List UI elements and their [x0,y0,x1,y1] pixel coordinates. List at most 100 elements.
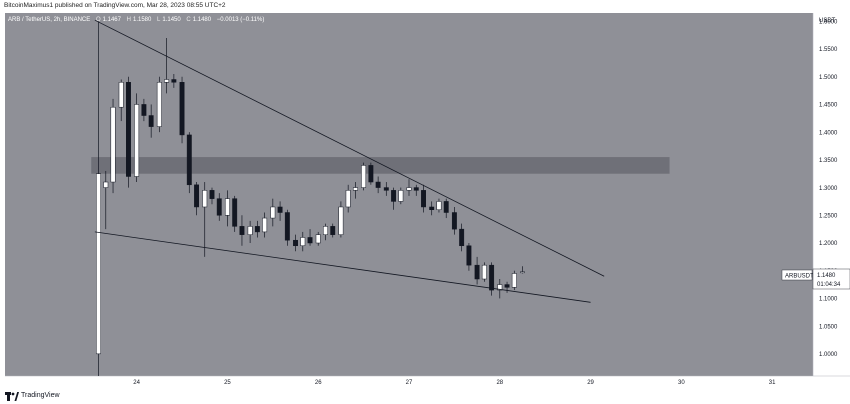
candle-body-down [451,212,457,230]
candle-body-up [497,284,503,291]
candle [413,184,419,196]
candle [186,132,192,194]
candle-body-up [300,237,306,247]
candle-body-up [103,181,109,188]
candle-body-down [466,245,472,266]
candle [330,223,336,238]
candle-body-down [126,82,131,177]
footer: TradingView [0,389,850,404]
candle-body-down [194,184,200,208]
candle-body-down [368,165,374,183]
candle-body-down [171,79,177,83]
candle [156,76,162,133]
candle [300,231,306,252]
candle-body-down [383,187,389,191]
candle [497,279,503,299]
candle [459,223,465,252]
x-tick-label: 27 [406,380,413,386]
candle [232,195,238,232]
candle-body-down [489,264,495,291]
y-tick-label: 1.4500 [819,103,838,109]
candle [262,212,268,238]
candle-body-down [307,237,313,244]
y-tick-label: 1.4000 [819,130,838,136]
candle-body-down [179,82,185,136]
candle [375,176,381,194]
candle-body-down [391,190,397,202]
x-tick-label: 30 [678,380,685,386]
candle [96,21,101,376]
symbol-tag-text: ARBUSDT [785,274,814,280]
price-chart[interactable]: ARB / TetherUS, 2h, BINANCE O 1.1467 H 1.1… [0,13,850,389]
candle-body-down [474,264,480,280]
descending-resistance-line[interactable] [94,19,605,277]
low-value: 1.1450 [162,17,181,23]
descending-support-line[interactable] [94,231,591,303]
published-info: BitcoinMaximus1 published on TradingView… [4,2,226,9]
x-tick-label: 29 [587,380,594,386]
resistance-zone[interactable] [91,157,670,174]
x-tick-label: 25 [224,380,231,386]
currency-label: USDT [819,18,836,24]
candle [126,76,131,188]
candle-body-down [239,226,245,235]
candle-body-up [436,201,442,210]
candle [239,215,245,246]
high-value: 1.1580 [133,17,152,23]
close-label: C [186,17,191,23]
x-tick-label: 28 [496,380,503,386]
candle-body-up [520,271,525,274]
candle [451,206,457,235]
change-value: −0.0013 (−0.11%) [217,17,265,23]
candle-body-down [429,206,435,210]
candle [307,229,313,246]
candle [247,220,253,243]
bar-countdown: 01:04:34 [817,282,841,288]
candle [466,242,472,271]
candle-body-down [413,187,419,191]
y-tick-label: 1.5500 [819,47,838,53]
time-axis[interactable] [5,376,813,389]
candle [202,182,208,257]
candle-body-down [459,228,465,247]
candle-body-up [481,264,487,280]
candle [315,231,321,246]
candle-body-down [421,190,426,208]
candle [338,201,344,238]
candle [421,184,426,213]
candle [383,182,389,196]
candle-body-up [398,190,404,202]
candle-body-down [284,212,290,241]
high-label: H [127,17,131,23]
candle-body-down [330,226,336,235]
candle [141,98,147,122]
y-tick-label: 1.0500 [819,324,838,330]
candle-body-down [148,115,154,127]
candle [323,223,328,241]
last-price-box [812,268,850,290]
candle-body-down [443,201,449,213]
candle [511,270,517,291]
price-axis[interactable] [813,13,850,376]
candle [474,256,480,285]
candle [361,162,367,191]
symbol-price-tag: ARBUSDT [781,269,814,281]
symbol-tag-box [781,269,813,281]
symbol-name: ARB / TetherUS, 2h, BINANCE [8,17,90,23]
candle-body-up [202,190,208,208]
candle-body-up [511,273,517,288]
candle [398,187,404,205]
y-tick-label: 1.3000 [819,186,838,192]
candle [352,182,358,199]
candle-body-up [352,187,358,191]
candle-body-up [323,226,328,235]
y-tick-label: 1.1000 [819,297,838,303]
candle [164,37,170,94]
tradingview-brand[interactable]: TradingView [21,392,60,399]
tradingview-logo-icon[interactable] [5,392,19,401]
candle-body-up [110,106,116,183]
candle-body-up [118,82,124,108]
candle-body-down [293,239,298,247]
y-tick-label: 1.5000 [819,75,838,81]
candle [254,220,260,238]
